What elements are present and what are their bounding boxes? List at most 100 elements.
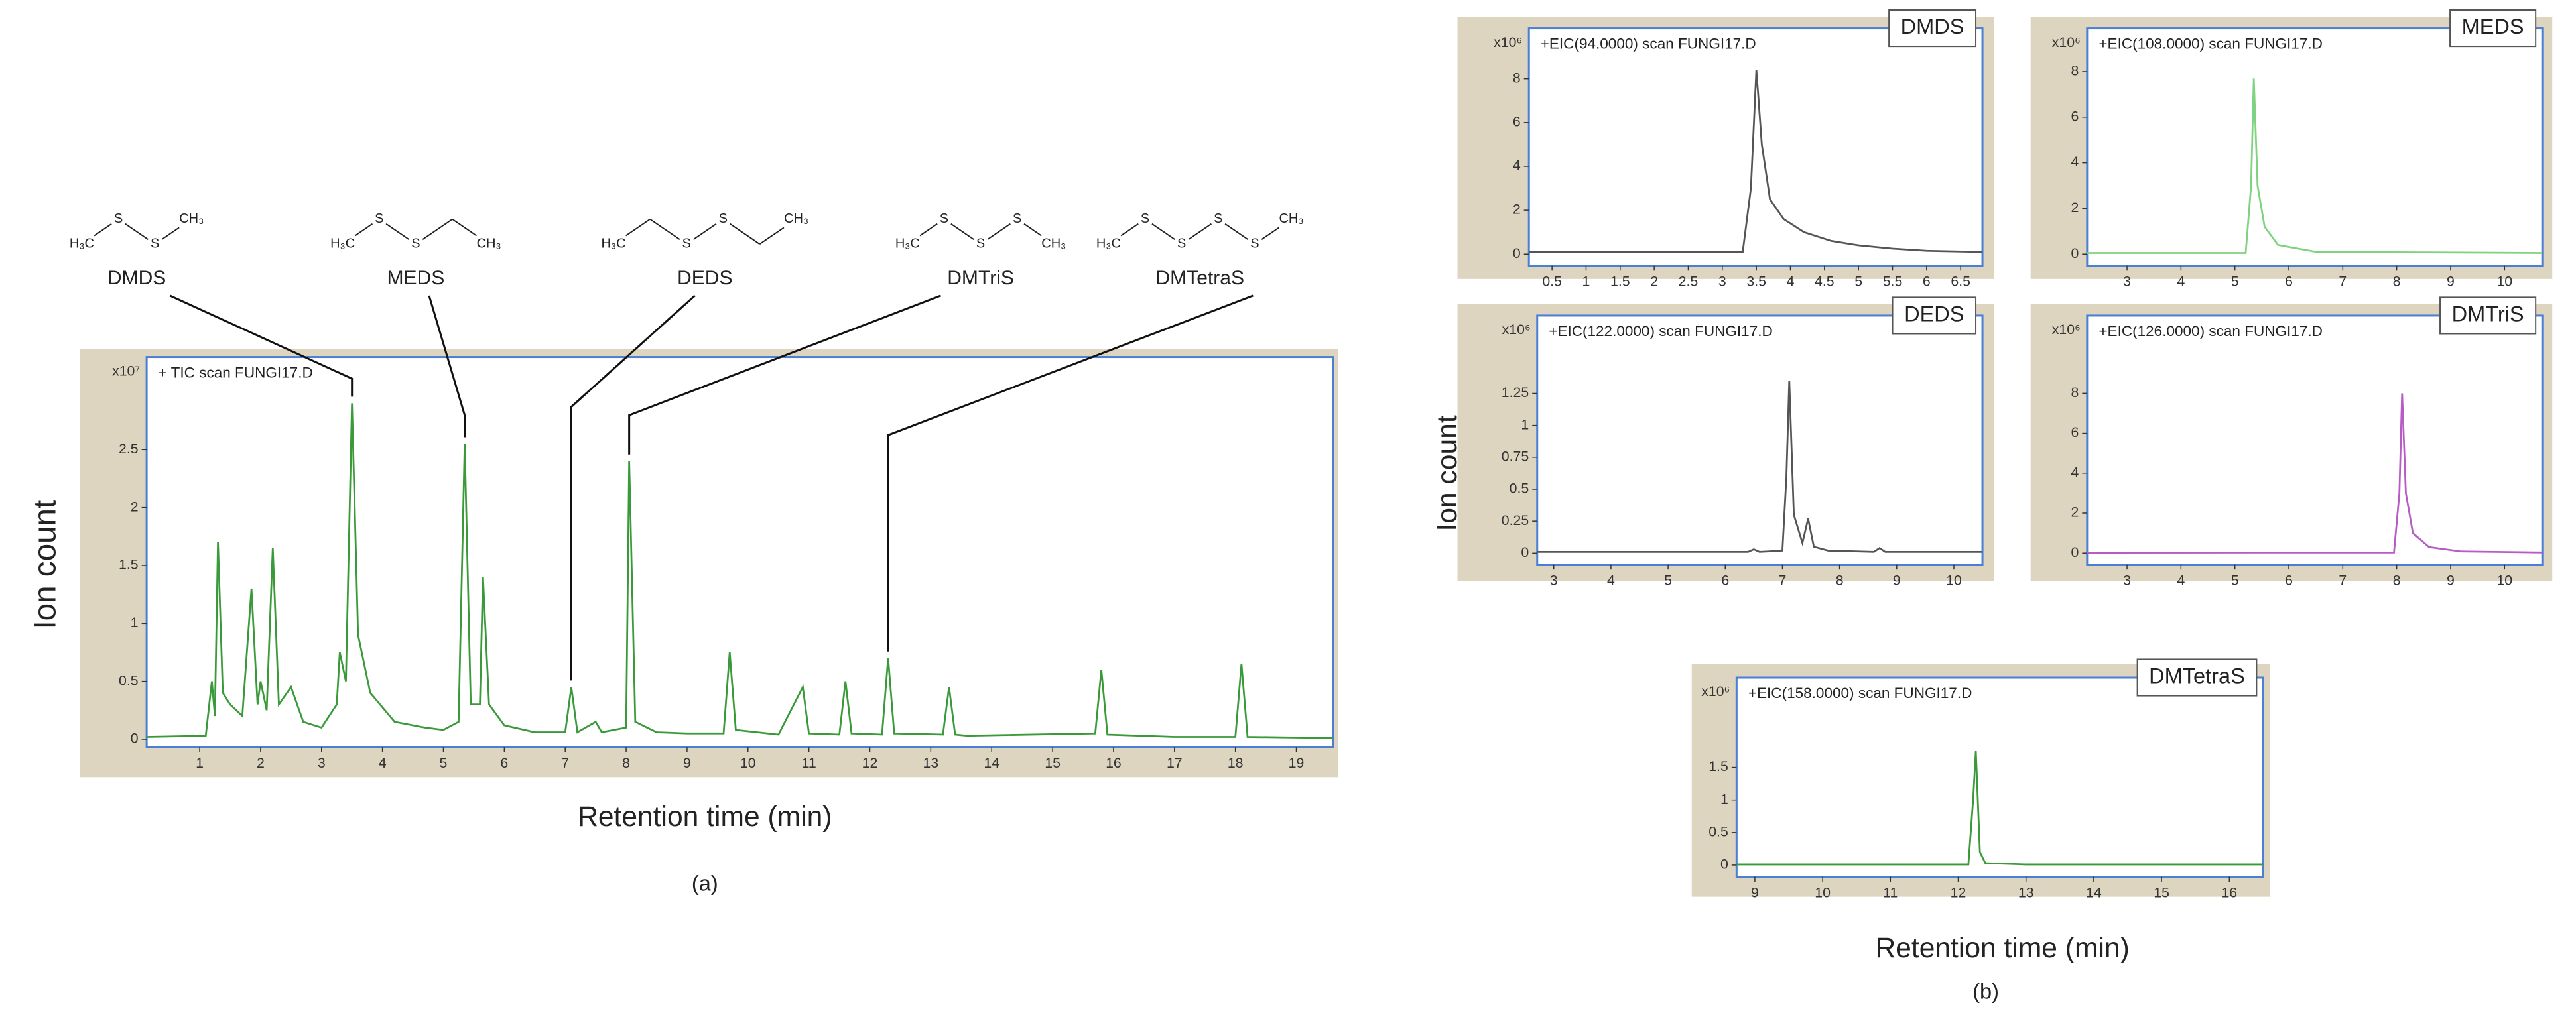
x-tick-label: 4 (1607, 572, 1615, 588)
x-tick-label: 13 (2018, 884, 2034, 900)
x-axis-title: Retention time (min) (578, 801, 832, 833)
chart-title: +EIC(126.0000) scan FUNGI17.D (2098, 323, 2323, 339)
panel-label: DEDS (1904, 302, 1964, 326)
x-tick-label: 3.5 (1746, 273, 1766, 289)
x-tick-label: 10 (740, 755, 756, 771)
annotation-label: DEDS (677, 267, 732, 289)
bond (354, 223, 373, 237)
atom: S (1141, 211, 1149, 226)
x-tick-label: 7 (1779, 572, 1787, 588)
bond (1023, 223, 1042, 237)
x-tick-label: 7 (2339, 572, 2347, 588)
annotation-label: DMTetraS (1155, 267, 1244, 289)
x-tick-label: 1.5 (1610, 273, 1630, 289)
atom: CH₃ (1279, 211, 1303, 226)
x-tick-label: 13 (923, 755, 939, 771)
y-tick-label: 2 (2071, 505, 2079, 520)
y-multiplier: x10⁶ (1494, 34, 1522, 50)
y-tick-label: 1 (1521, 416, 1529, 432)
atom: H₃C (1096, 237, 1121, 251)
caption: (b) (1972, 980, 1999, 1004)
x-tick-label: 6 (1923, 273, 1931, 289)
atom: CH₃ (179, 211, 204, 226)
x-tick-label: 2 (257, 755, 265, 771)
y-multiplier: x10⁶ (2052, 34, 2081, 50)
y-tick-label: 6 (2071, 108, 2079, 124)
x-tick-label: 4 (1787, 273, 1795, 289)
atom: CH₃ (1041, 237, 1066, 251)
bond (1120, 223, 1139, 237)
panel-label: DMTriS (2452, 302, 2524, 326)
y-tick-label: 6 (1513, 113, 1521, 129)
panel-label-box (2136, 658, 2258, 697)
atom: S (375, 211, 383, 226)
bond (1151, 223, 1175, 240)
x-tick-label: 2.5 (1679, 273, 1699, 289)
plot-area (145, 356, 1334, 748)
atom: H₃C (601, 237, 625, 251)
x-tick-label: 3 (318, 755, 326, 771)
x-tick-label: 9 (2447, 273, 2455, 289)
plot-area (1527, 27, 1984, 267)
trace (2087, 393, 2543, 554)
x-tick-label: 6.5 (1951, 273, 1970, 289)
x-tick-label: 7 (2339, 273, 2347, 289)
x-tick-label: 10 (2496, 273, 2512, 289)
y-tick-label: 0.5 (1708, 823, 1728, 839)
leader-line (570, 294, 696, 681)
y-tick-label: 0.75 (1502, 448, 1529, 464)
chart-title: +EIC(158.0000) scan FUNGI17.D (1748, 685, 1972, 701)
bond (422, 218, 453, 240)
x-tick-label: 8 (2393, 572, 2401, 588)
y-tick-label: 0 (1521, 544, 1529, 560)
x-tick-label: 8 (2393, 273, 2401, 289)
bond (919, 223, 938, 237)
y-multiplier: x10⁷ (112, 363, 140, 379)
x-tick-label: 10 (1946, 572, 1962, 588)
y-axis-title: Ion count (27, 500, 62, 630)
y-tick-label: 1 (1720, 791, 1728, 807)
x-tick-label: 7 (561, 755, 569, 771)
y-tick-label: 4 (2071, 154, 2079, 170)
bond (649, 218, 680, 240)
atom: S (976, 237, 985, 251)
y-tick-label: 0 (1513, 245, 1521, 261)
atom: CH₃ (477, 237, 501, 251)
bond (693, 223, 717, 240)
x-tick-label: 3 (1718, 273, 1726, 289)
atom: S (1250, 237, 1259, 251)
atom: S (940, 211, 948, 226)
bond (950, 223, 974, 240)
bond (987, 223, 1011, 240)
leader-line (887, 294, 1254, 652)
y-tick-label: 8 (2071, 385, 2079, 400)
plot-area (2086, 27, 2544, 267)
bond (1188, 223, 1212, 240)
trace (147, 403, 1333, 739)
x-tick-label: 11 (1883, 884, 1898, 900)
x-tick-label: 2 (1650, 273, 1658, 289)
y-tick-label: 0 (131, 731, 139, 746)
y-multiplier: x10⁶ (1701, 684, 1730, 699)
trace (2087, 78, 2543, 254)
x-tick-label: 16 (1106, 755, 1122, 771)
x-tick-label: 5 (2231, 273, 2239, 289)
leader-line (428, 295, 466, 438)
atom: S (682, 237, 691, 251)
x-tick-label: 9 (2447, 572, 2455, 588)
y-tick-label: 1.5 (1708, 758, 1728, 774)
x-tick-label: 5 (440, 755, 448, 771)
atom: S (151, 237, 159, 251)
x-tick-label: 12 (862, 755, 878, 771)
trace (1537, 381, 1983, 553)
x-tick-label: 11 (802, 755, 816, 771)
atom: S (1214, 211, 1222, 226)
bond (759, 227, 785, 245)
x-tick-label: 8 (1836, 572, 1844, 588)
atom: CH₃ (784, 211, 808, 226)
x-tick-label: 18 (1228, 755, 1244, 771)
y-tick-label: 6 (2071, 424, 2079, 440)
x-tick-label: 10 (2496, 572, 2512, 588)
y-tick-label: 8 (2071, 63, 2079, 79)
x-tick-label: 15 (2154, 884, 2169, 900)
